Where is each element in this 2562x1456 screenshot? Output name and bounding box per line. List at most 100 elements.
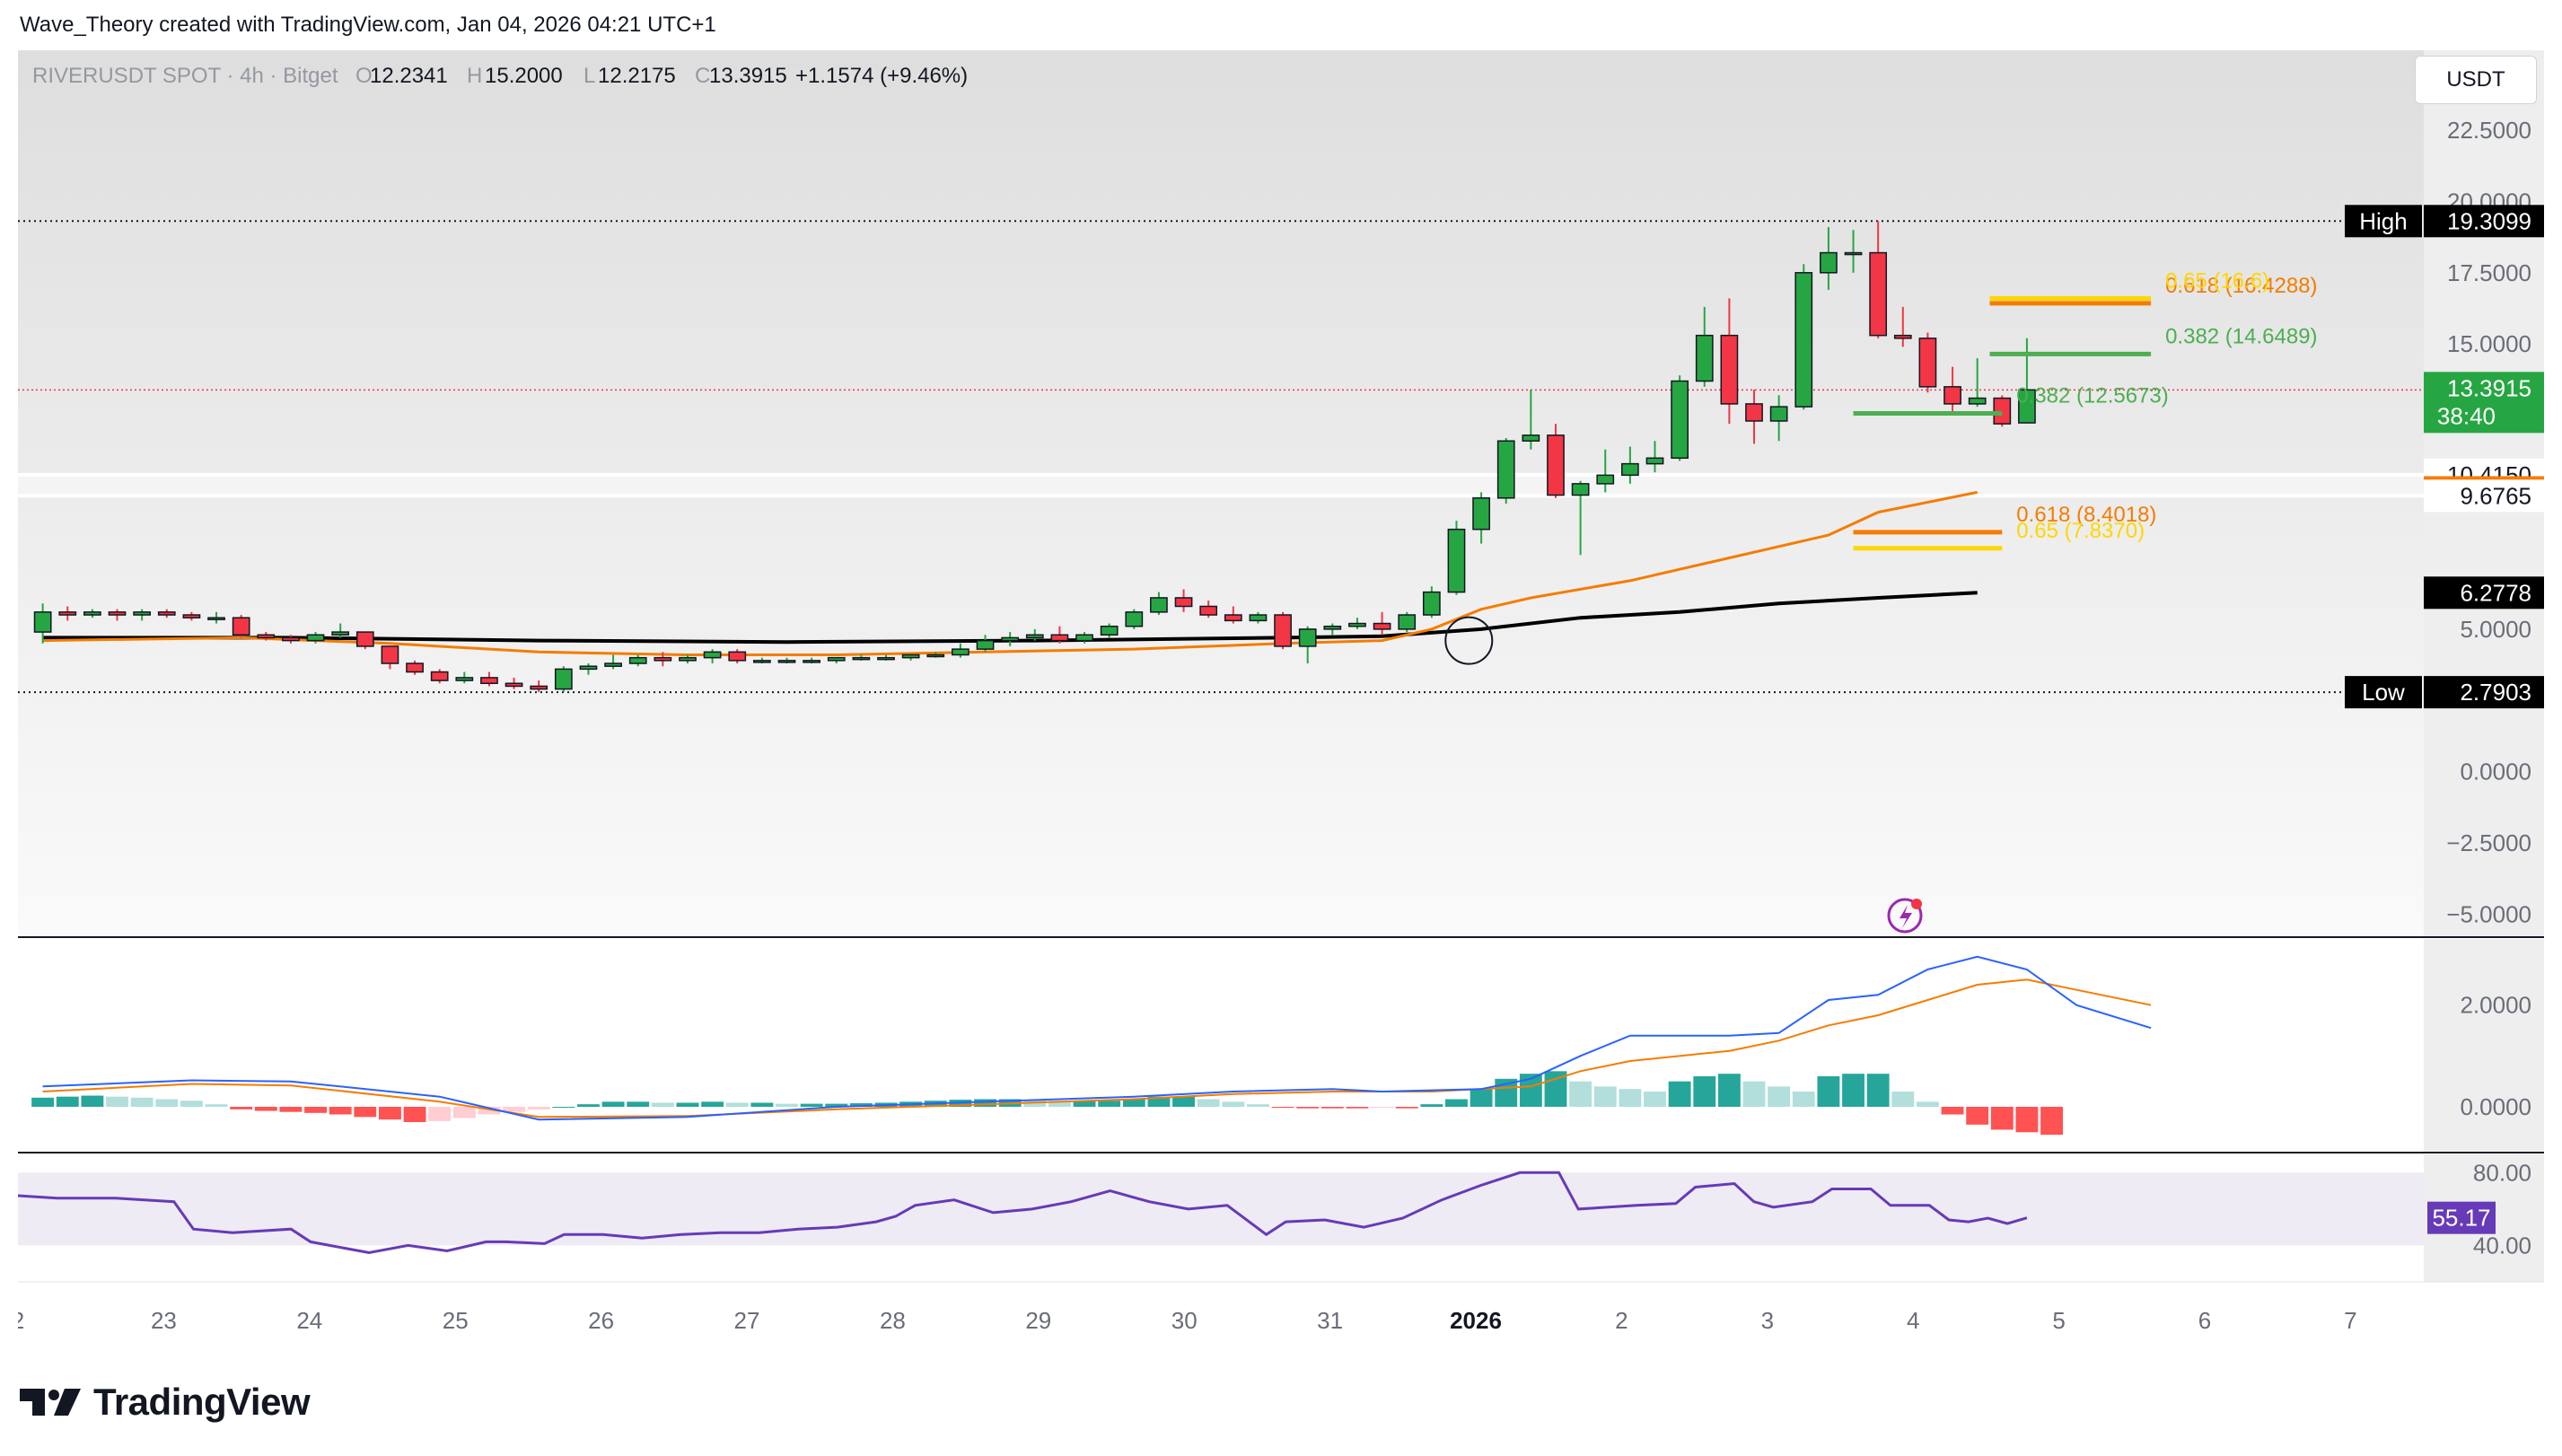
candle[interactable]: [355, 631, 374, 650]
candle[interactable]: [505, 677, 523, 689]
candle[interactable]: [1596, 449, 1615, 493]
candle[interactable]: [604, 654, 622, 670]
candle[interactable]: [752, 657, 771, 664]
candle[interactable]: [83, 609, 101, 618]
candle[interactable]: [1199, 601, 1218, 618]
candle[interactable]: [455, 671, 474, 684]
candle[interactable]: [406, 660, 424, 675]
candle[interactable]: [1001, 632, 1020, 646]
support-band: [18, 474, 2424, 496]
candle[interactable]: [1075, 632, 1093, 644]
candle[interactable]: [1522, 390, 1540, 450]
candle[interactable]: [579, 663, 598, 675]
candle[interactable]: [654, 652, 672, 667]
candle-body: [1050, 634, 1069, 642]
candle[interactable]: [133, 609, 152, 621]
alert-lightning-icon[interactable]: [1887, 898, 1923, 934]
tradingview-logo[interactable]: TradingView: [20, 1381, 311, 1423]
candle[interactable]: [282, 635, 300, 644]
candle[interactable]: [1645, 441, 1664, 473]
candle[interactable]: [1472, 492, 1490, 544]
candle[interactable]: [480, 671, 498, 687]
time-axis-tick: 23: [151, 1307, 177, 1334]
candle[interactable]: [1373, 611, 1391, 636]
candle[interactable]: [1547, 424, 1565, 498]
candle[interactable]: [1298, 626, 1317, 664]
candle[interactable]: [1174, 589, 1193, 612]
candle[interactable]: [430, 669, 449, 684]
currency-button[interactable]: USDT: [2415, 56, 2537, 104]
candle[interactable]: [827, 656, 846, 664]
candle[interactable]: [1571, 480, 1590, 556]
macd-histogram-bar: [1371, 1107, 1394, 1109]
candle[interactable]: [182, 611, 201, 621]
candle[interactable]: [33, 603, 52, 644]
candle-body: [455, 677, 474, 681]
candle[interactable]: [530, 680, 548, 693]
chart-svg[interactable]: 22.5000 2 0.0000 17.5000 15.0000 5.0000 0.0000…: [18, 50, 2544, 1346]
candle[interactable]: [1224, 606, 1242, 624]
candle[interactable]: [877, 654, 895, 661]
candle[interactable]: [1249, 611, 1268, 624]
candle[interactable]: [952, 643, 970, 658]
time-axis-tick: 5: [2052, 1307, 2065, 1334]
candle[interactable]: [257, 632, 276, 641]
candle[interactable]: [1993, 395, 2012, 427]
candle[interactable]: [232, 615, 250, 638]
candle[interactable]: [1943, 366, 1961, 413]
candle[interactable]: [157, 609, 176, 618]
candle[interactable]: [554, 666, 573, 692]
candle[interactable]: [1150, 592, 1168, 616]
candle[interactable]: [1844, 230, 1863, 273]
rsi-axis-tick: 40.00: [2473, 1232, 2531, 1259]
candle[interactable]: [703, 649, 722, 664]
price-axis-tick: 17.5000: [2447, 259, 2531, 286]
candle[interactable]: [1125, 609, 1144, 629]
macd-histogram-bar: [1644, 1092, 1666, 1107]
candle[interactable]: [728, 649, 747, 664]
candle[interactable]: [108, 609, 127, 621]
candle[interactable]: [306, 632, 325, 644]
price-pane[interactable]: 22.500020.000017.500015.00005.00000.0000…: [18, 50, 2544, 938]
candle[interactable]: [58, 606, 77, 621]
candle[interactable]: [1274, 611, 1292, 650]
candle[interactable]: [901, 653, 920, 661]
candle[interactable]: [1745, 390, 1763, 444]
candle[interactable]: [1348, 618, 1366, 629]
candle[interactable]: [1621, 446, 1639, 484]
candle[interactable]: [1695, 306, 1714, 387]
macd-pane[interactable]: 2.0000 0.0000: [18, 939, 2544, 1153]
candle[interactable]: [852, 654, 871, 661]
candle[interactable]: [679, 654, 697, 664]
candle[interactable]: [1794, 264, 1813, 410]
candle[interactable]: [976, 635, 995, 653]
candle[interactable]: [1918, 332, 1937, 393]
candle[interactable]: [1025, 628, 1044, 641]
candle[interactable]: [1671, 375, 1689, 461]
time-axis-tick: 30: [1171, 1307, 1198, 1334]
candle[interactable]: [1422, 586, 1441, 618]
candle[interactable]: [803, 657, 820, 664]
candle[interactable]: [1968, 358, 1987, 408]
candle[interactable]: [1869, 221, 1888, 338]
candle[interactable]: [207, 611, 225, 624]
candle[interactable]: [1447, 521, 1466, 595]
candle-body: [554, 668, 573, 690]
candle[interactable]: [777, 657, 796, 664]
candle[interactable]: [926, 652, 945, 658]
candle[interactable]: [331, 623, 350, 638]
candle[interactable]: [1050, 626, 1069, 644]
candle[interactable]: [1720, 298, 1739, 425]
time-axis[interactable]: 22324252627282930312026234567: [18, 1281, 2544, 1334]
candle[interactable]: [1769, 395, 1788, 442]
candle[interactable]: [1100, 623, 1119, 638]
candle[interactable]: [1398, 611, 1417, 633]
candle[interactable]: [1323, 623, 1342, 636]
candle[interactable]: [1893, 306, 1912, 347]
candle[interactable]: [381, 645, 399, 670]
candle[interactable]: [1496, 438, 1515, 504]
candle[interactable]: [1820, 226, 1838, 290]
candle[interactable]: [628, 654, 647, 667]
